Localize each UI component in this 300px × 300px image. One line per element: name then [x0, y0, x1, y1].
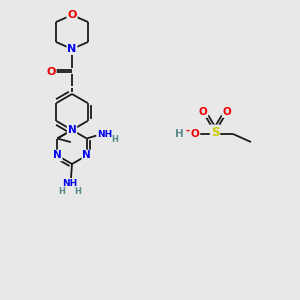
Text: NH: NH	[97, 130, 112, 139]
Text: N: N	[82, 151, 91, 160]
Text: -: -	[186, 126, 190, 136]
Text: O: O	[46, 67, 56, 77]
Text: S: S	[211, 125, 219, 139]
Text: O: O	[190, 129, 200, 139]
Text: N: N	[68, 125, 76, 135]
Text: O: O	[199, 107, 207, 117]
Text: H: H	[175, 129, 183, 139]
Text: O: O	[223, 107, 231, 117]
Text: H: H	[75, 188, 81, 196]
Text: N: N	[53, 151, 62, 160]
Text: H: H	[58, 188, 65, 196]
Text: H: H	[111, 135, 118, 144]
Text: O: O	[67, 10, 77, 20]
Text: N: N	[68, 44, 76, 54]
Text: NH: NH	[62, 179, 78, 188]
